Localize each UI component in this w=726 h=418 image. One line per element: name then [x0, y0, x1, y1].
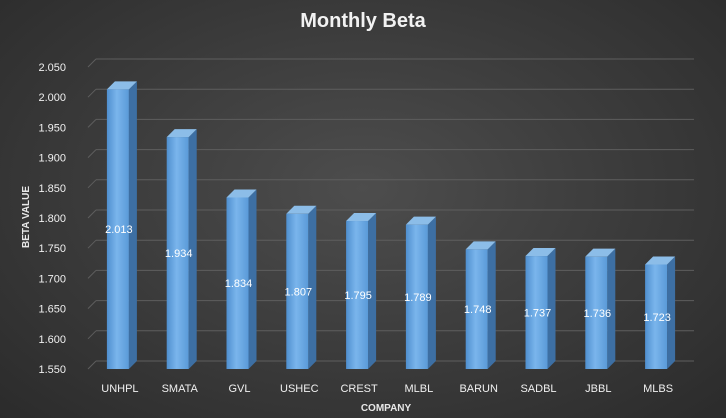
- bar-top: [226, 189, 257, 198]
- bar: [106, 89, 129, 370]
- x-axis-ticks: UNHPL SMATA GVL USHEC CREST MLBL BARUN SADBL JBB…: [101, 383, 673, 395]
- gridline-depth: [87, 179, 97, 189]
- bar: [286, 213, 309, 369]
- bar: [226, 197, 249, 369]
- bar-group: 1.834: [225, 189, 257, 369]
- bar: [585, 256, 608, 369]
- bar-top: [525, 248, 556, 257]
- bar-side: [607, 248, 616, 369]
- x-tick-label: SMATA: [162, 383, 199, 395]
- x-tick-label: SADBL: [520, 383, 556, 395]
- bar: [346, 221, 369, 369]
- bar-group: 1.807: [285, 205, 317, 369]
- x-tick-label: GVL: [228, 383, 250, 395]
- x-tick-label: JBBL: [585, 383, 611, 395]
- bar-group: 1.748: [464, 241, 496, 369]
- bar-top: [286, 205, 317, 214]
- gridline-depth: [87, 270, 97, 279]
- bar: [645, 264, 668, 369]
- bar-side: [487, 241, 496, 369]
- bar-side: [248, 189, 257, 369]
- bar-side: [547, 248, 556, 369]
- bar-group: 1.934: [165, 129, 197, 369]
- bar-group: 1.737: [524, 248, 556, 369]
- data-label: 1.795: [344, 290, 372, 302]
- gridline-depth: [87, 88, 97, 98]
- data-label: 1.934: [165, 248, 193, 260]
- bar-side: [667, 256, 676, 369]
- bar-side: [188, 129, 197, 369]
- chart-title: Monthly Beta: [300, 10, 426, 32]
- y-tick-label: 1.750: [38, 243, 66, 255]
- y-tick-label: 1.900: [38, 153, 66, 165]
- bar-side: [128, 81, 137, 370]
- x-tick-label: CREST: [340, 383, 378, 395]
- y-tick-label: 1.950: [38, 122, 66, 134]
- y-tick-label: 2.000: [38, 92, 66, 104]
- y-tick-label: 1.650: [38, 304, 66, 316]
- data-label: 2.013: [105, 224, 133, 236]
- y-axis-title: BETA VALUE: [21, 186, 32, 248]
- data-label: 1.737: [524, 308, 552, 320]
- gridline-depth: [87, 149, 97, 158]
- data-label: 1.834: [225, 278, 253, 290]
- bar-side: [368, 213, 377, 369]
- gridline-depth: [87, 239, 97, 249]
- bar-group: 1.789: [404, 216, 436, 369]
- bar-group: 1.795: [344, 213, 377, 369]
- y-axis-ticks: 1.550 1.600 1.650 1.700 1.750 1.800 1.850 1.900…: [38, 62, 66, 376]
- bar-top: [645, 256, 676, 265]
- gridline-depth: [87, 330, 97, 340]
- bar-top: [405, 216, 436, 225]
- x-tick-label: MLBL: [405, 383, 434, 395]
- bar-side: [308, 205, 317, 369]
- bar-top: [166, 129, 197, 138]
- data-label: 1.736: [584, 308, 612, 320]
- y-tick-label: 2.050: [38, 62, 66, 74]
- bar-top: [346, 213, 377, 222]
- bar: [525, 256, 548, 369]
- bar-top: [106, 81, 137, 90]
- data-label: 1.807: [285, 286, 313, 298]
- y-tick-label: 1.600: [38, 334, 66, 346]
- gridline-depth: [87, 300, 97, 309]
- data-label: 1.789: [404, 292, 432, 304]
- bar: [465, 249, 488, 369]
- bar-group: 1.736: [584, 248, 616, 369]
- bar: [166, 137, 189, 369]
- x-tick-label: BARUN: [459, 383, 498, 395]
- x-tick-label: UNHPL: [101, 383, 138, 395]
- y-tick-label: 1.700: [38, 273, 66, 285]
- gridline-depth: [87, 209, 97, 219]
- y-tick-label: 1.550: [38, 364, 66, 376]
- bar-top: [585, 248, 616, 257]
- y-tick-label: 1.800: [38, 213, 66, 225]
- gridline-depth: [87, 360, 97, 370]
- data-label: 1.723: [643, 312, 671, 324]
- bar-side: [427, 216, 436, 369]
- bars: 2.013 1.934 1.834 1.807 1.795 1.789 1.748 1.737…: [105, 81, 676, 370]
- data-label: 1.748: [464, 304, 492, 316]
- x-tick-label: MLBS: [643, 383, 673, 395]
- x-tick-label: USHEC: [280, 383, 319, 395]
- gridline-depth: [87, 58, 97, 68]
- bar-group: 2.013: [105, 81, 137, 370]
- x-axis-title: COMPANY: [361, 403, 412, 414]
- y-tick-label: 1.850: [38, 183, 66, 195]
- bar-top: [465, 241, 496, 250]
- bar-group: 1.723: [643, 256, 676, 369]
- gridline-depth: [87, 119, 97, 128]
- bar: [405, 224, 428, 369]
